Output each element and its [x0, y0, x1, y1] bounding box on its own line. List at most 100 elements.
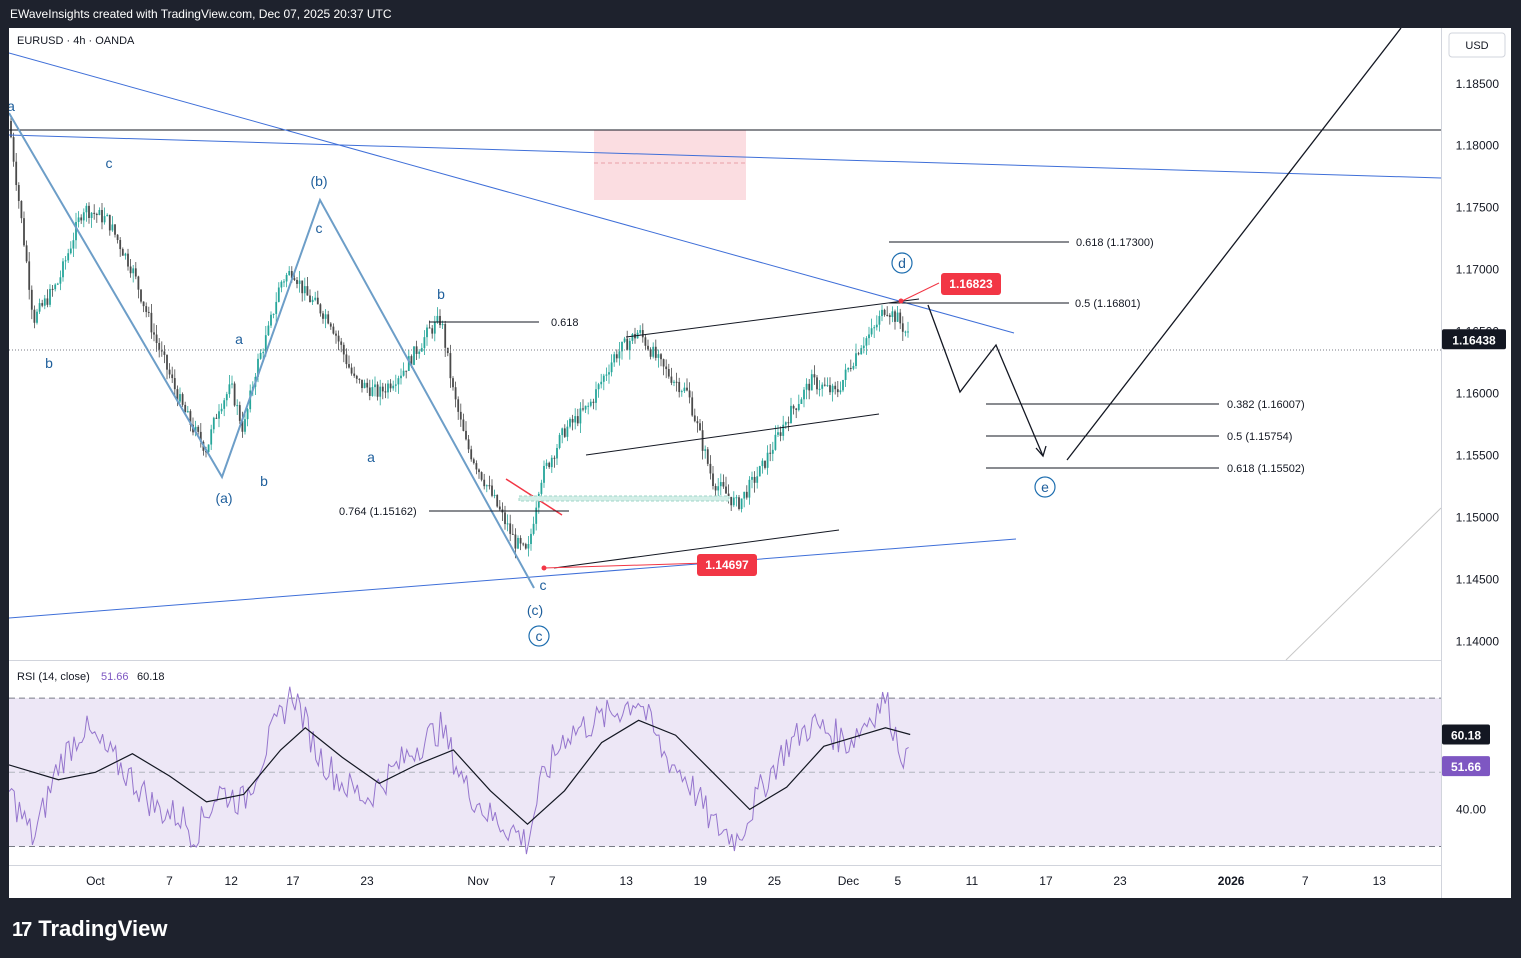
candle-body [41, 303, 44, 306]
price-axis[interactable] [1442, 28, 1511, 898]
candle-body [12, 137, 15, 162]
candle-body [805, 383, 808, 390]
candle-body [803, 389, 805, 400]
fib-label: 0.5 (1.15754) [1227, 431, 1292, 443]
candle-body [358, 378, 361, 380]
price-tick-label: 1.17000 [1456, 263, 1500, 277]
candle-body [699, 423, 701, 431]
wave-label: d [898, 255, 906, 271]
candle-body [88, 205, 90, 218]
candle-body [904, 331, 907, 333]
candle-body [834, 385, 837, 390]
descending-trendline [9, 52, 1015, 334]
candle-body [428, 327, 431, 329]
candle-body [311, 299, 314, 303]
candle-body [72, 240, 75, 249]
candle-body [30, 289, 33, 310]
candle-body [706, 449, 709, 464]
time-tick-label: 17 [286, 874, 300, 888]
wave-label: a [9, 98, 15, 114]
candle-body [238, 405, 241, 421]
candle-body [350, 367, 353, 374]
price-callout-text: 1.14697 [705, 558, 749, 572]
candle-body [623, 338, 626, 342]
candle-body [836, 389, 839, 393]
candle-body [337, 335, 340, 342]
candle-body [150, 312, 153, 333]
candle-body [579, 408, 582, 424]
candle-body [901, 323, 904, 332]
chart-canvas[interactable]: a c b (b) c a (a) b b a c (c) c d e 0.618 (1.17300) 0.5 … [9, 28, 1511, 898]
candle-body [556, 447, 558, 459]
candle-body [163, 351, 166, 355]
candle-body [108, 214, 111, 231]
candle-body [654, 346, 657, 358]
candle-body [285, 274, 288, 282]
candle-body [691, 397, 694, 416]
currency-button[interactable] [1448, 32, 1506, 58]
candle-body [457, 399, 460, 412]
tradingview-wordmark: TradingView [38, 916, 168, 941]
candle-body [215, 417, 218, 419]
candle-body [753, 476, 756, 483]
candle-body [363, 382, 366, 389]
candle-body [20, 200, 23, 219]
wave-label: (c) [527, 602, 543, 618]
candle-body [407, 356, 410, 371]
candle-body [43, 298, 46, 306]
last-price-tag [1442, 329, 1506, 350]
fib-label: 0.618 [551, 317, 579, 329]
candle-body [730, 496, 733, 506]
time-tick-label: 12 [225, 874, 239, 888]
time-tick-label: 23 [360, 874, 374, 888]
candle-body [220, 408, 223, 412]
time-tick-label: 25 [768, 874, 782, 888]
candle-body [576, 416, 579, 424]
candle-body [381, 386, 384, 392]
candle-body [371, 387, 374, 396]
time-tick-label: 23 [1113, 874, 1127, 888]
candle-body [301, 280, 304, 294]
candle-body [680, 391, 683, 393]
candle-body [77, 217, 80, 223]
candle-body [415, 346, 418, 354]
candle-body [652, 346, 655, 357]
fib-label: 0.618 (1.15502) [1227, 463, 1305, 475]
candle-body [678, 381, 681, 393]
candle-body [212, 417, 215, 430]
candle-body [628, 340, 631, 351]
time-tick-label: 17 [1039, 874, 1053, 888]
candle-body [184, 404, 187, 413]
rsi-tag [1442, 756, 1490, 777]
candle-body [891, 311, 894, 317]
candle-body [236, 405, 239, 407]
fib-label: 0.382 (1.16007) [1227, 399, 1305, 411]
rsi-value: 51.66 [101, 671, 129, 683]
fib-label: 0.764 (1.15162) [339, 506, 417, 518]
time-tick-label: 5 [894, 874, 901, 888]
candle-body [293, 278, 296, 280]
time-tick-label: 7 [166, 874, 173, 888]
candle-body [38, 303, 41, 312]
candle-body [667, 369, 670, 377]
candle-body [384, 391, 387, 393]
candle-body [397, 378, 400, 385]
candle-body [639, 330, 642, 333]
candle-body [686, 387, 688, 391]
rsi-line [9, 686, 909, 855]
footer-bar [0, 898, 1521, 958]
rsi-ma-tag-text: 60.18 [1451, 729, 1481, 743]
supply-zone-layer [594, 130, 746, 200]
candle-body [795, 408, 798, 410]
candle-body [745, 491, 748, 498]
wave-label: b [437, 286, 445, 302]
candle-body [272, 313, 275, 315]
candle-body [543, 465, 545, 483]
candle-body [244, 419, 246, 432]
candles-layer [10, 115, 909, 559]
wave-label: e [1041, 479, 1049, 495]
tradingview-logo[interactable]: 17 TradingView [12, 916, 167, 942]
candle-body [80, 217, 83, 221]
candle-body [855, 353, 857, 366]
high-marker-line [901, 282, 940, 302]
